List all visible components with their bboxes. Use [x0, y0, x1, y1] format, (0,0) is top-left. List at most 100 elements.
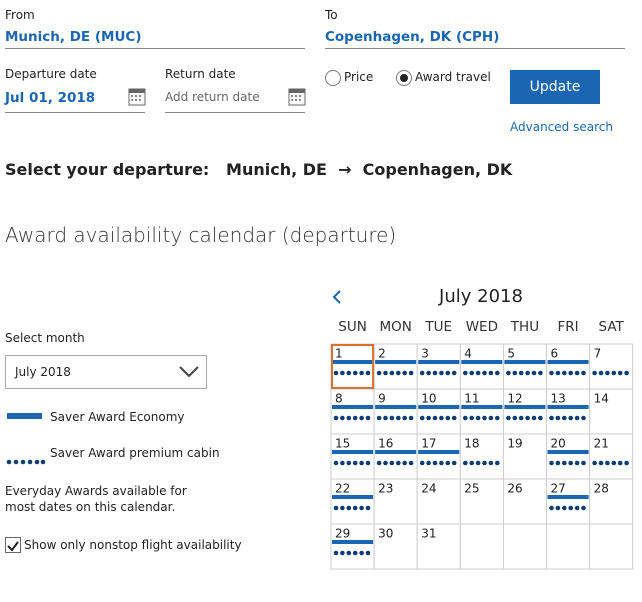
premium-dot [518, 415, 524, 421]
premium-dot [352, 460, 358, 466]
premium-dot [581, 370, 586, 376]
day-number[interactable]: 6 [551, 347, 559, 361]
premium-dot [451, 460, 457, 466]
premium-dot [408, 460, 414, 466]
day-number[interactable]: 10 [421, 392, 436, 406]
calendar-cell [502, 343, 547, 390]
day-number[interactable]: 19 [507, 437, 522, 451]
premium-dot [562, 415, 567, 421]
nonstop-checkbox[interactable] [5, 537, 21, 553]
premium-dot [512, 370, 518, 376]
from-input[interactable]: Munich, DE (MUC) [5, 29, 142, 45]
day-number[interactable]: 4 [464, 347, 472, 361]
economy-bar [547, 450, 589, 454]
day-number[interactable]: 11 [464, 392, 479, 406]
calendar-cell [373, 478, 418, 525]
selected-day [331, 344, 375, 389]
day-number[interactable]: 16 [378, 437, 393, 451]
calendar-cell [589, 433, 634, 480]
premium-dot [624, 460, 629, 466]
premium-dot [340, 550, 345, 556]
calendar-cell [589, 343, 634, 390]
premium-dot [340, 415, 345, 421]
day-number[interactable]: 7 [594, 347, 602, 361]
premium-dot [598, 370, 604, 376]
premium-dot [617, 370, 623, 376]
month-select[interactable]: July 2018 [5, 355, 207, 389]
day-number[interactable]: 24 [421, 482, 436, 496]
day-number[interactable]: 3 [421, 347, 429, 361]
calendar-cell [502, 388, 547, 435]
economy-bar [504, 405, 546, 409]
day-number[interactable]: 2 [378, 347, 386, 361]
legend-economy-swatch [7, 413, 42, 419]
day-number[interactable]: 23 [378, 482, 393, 496]
day-number[interactable]: 12 [507, 392, 522, 406]
radio-price[interactable] [325, 70, 341, 86]
return-label: Return date [165, 67, 236, 81]
premium-dot [538, 370, 543, 376]
economy-bar [461, 405, 503, 409]
premium-dot [562, 460, 567, 466]
day-number[interactable]: 8 [335, 392, 343, 406]
return-input[interactable]: Add return date [165, 90, 260, 104]
legend-premium-swatch [6, 459, 46, 465]
day-number[interactable]: 18 [464, 437, 479, 451]
calendar-icon[interactable] [288, 87, 306, 106]
premium-dot [525, 370, 530, 376]
premium-dot [592, 460, 597, 466]
premium-dot [426, 460, 431, 466]
day-number[interactable]: 22 [335, 482, 350, 496]
economy-bar [332, 495, 374, 499]
premium-dot [451, 370, 457, 376]
premium-dot [346, 505, 352, 511]
weekday: SUN [338, 319, 367, 335]
economy-bar [332, 405, 374, 409]
calendar-month: July 2018 [438, 286, 523, 307]
day-number[interactable]: 15 [335, 437, 350, 451]
premium-dot [376, 370, 382, 376]
calendar-cell [589, 523, 634, 570]
premium-dot [376, 415, 382, 421]
premium-dot [445, 415, 451, 421]
premium-dot [562, 505, 567, 511]
day-number[interactable]: 20 [551, 437, 566, 451]
day-number[interactable]: 29 [335, 527, 350, 541]
day-number[interactable]: 21 [594, 437, 609, 451]
day-number[interactable]: 17 [421, 437, 436, 451]
premium-dot [439, 415, 444, 421]
day-number[interactable]: 28 [594, 482, 609, 496]
premium-dot [383, 370, 388, 376]
day-number[interactable]: 13 [551, 392, 566, 406]
day-number[interactable]: 30 [378, 527, 393, 541]
day-number[interactable]: 26 [507, 482, 522, 496]
premium-dot [352, 415, 358, 421]
day-number[interactable]: 1 [335, 347, 343, 361]
prev-month[interactable] [332, 290, 341, 304]
advanced-search-link[interactable]: Advanced search [510, 120, 613, 134]
departure-input[interactable]: Jul 01, 2018 [5, 90, 96, 106]
premium-dot [605, 370, 610, 376]
departure-label: Departure date [5, 67, 97, 81]
day-number[interactable]: 5 [507, 347, 515, 361]
update-button[interactable]: Update [510, 70, 600, 104]
day-number[interactable]: 25 [464, 482, 479, 496]
premium-dot [495, 370, 500, 376]
premium-dot [419, 415, 425, 421]
day-number[interactable]: 14 [594, 392, 609, 406]
premium-dot [439, 370, 444, 376]
day-number[interactable]: 9 [378, 392, 386, 406]
premium-dot [555, 415, 561, 421]
premium-dot [469, 415, 474, 421]
day-number[interactable]: 31 [421, 527, 436, 541]
to-input[interactable]: Copenhagen, DK (CPH) [325, 29, 500, 45]
calendar-cell [459, 433, 504, 480]
premium-dot [482, 415, 487, 421]
day-number[interactable]: 27 [551, 482, 566, 496]
calendar-icon[interactable] [128, 87, 146, 106]
from-label: From [5, 8, 35, 22]
radio-award[interactable] [396, 70, 412, 86]
radio-label: Award travel [415, 70, 491, 84]
calendar-cell [502, 523, 547, 570]
